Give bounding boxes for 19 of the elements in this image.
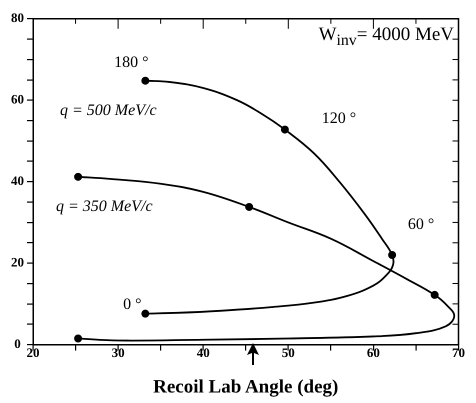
y-tick-label: 20 — [11, 254, 24, 270]
x-tick-label: 70 — [452, 344, 465, 360]
x-tick-label: 50 — [282, 344, 295, 360]
x-tick-label: 20 — [26, 344, 40, 360]
x-tick-label: 30 — [112, 344, 125, 360]
x-axis-title: Recoil Lab Angle (deg) — [153, 376, 338, 398]
annotation: 180 ° — [114, 54, 149, 71]
annotation: q = 350 MeV/c — [56, 198, 153, 216]
x-tick-label: 40 — [196, 344, 210, 360]
y-tick-label: 40 — [11, 173, 24, 188]
annotation: W$_{inv}$= 4000 MeV — [318, 24, 454, 50]
annotation: 0 ° — [123, 296, 142, 313]
x-tick-label: 60 — [366, 344, 380, 360]
annotation: q = 500 MeV/c — [60, 102, 157, 120]
y-tick-label: 0 — [14, 336, 21, 351]
annotation: 60 ° — [408, 216, 434, 234]
y-tick-label: 60 — [11, 92, 24, 107]
annotation: 120 ° — [322, 110, 356, 127]
y-tick-label: 80 — [11, 10, 24, 26]
